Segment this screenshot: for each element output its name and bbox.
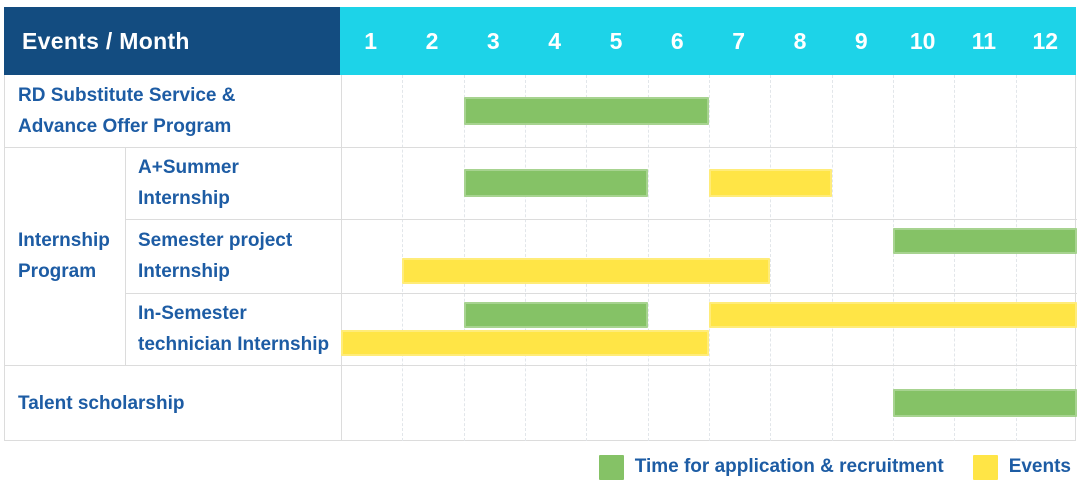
- group-sublabel-divider: [125, 147, 126, 365]
- row-label-line: technician Internship: [138, 334, 330, 355]
- month-header-9: 9: [854, 27, 868, 54]
- header-title: Events / Month: [4, 7, 340, 75]
- row-label-line: Internship: [138, 261, 230, 282]
- row-label-line: RD Substitute Service &: [18, 85, 236, 106]
- group-label-line: Internship: [18, 230, 110, 251]
- month-header-4: 4: [548, 27, 562, 54]
- row-separator: [5, 147, 1077, 148]
- table-header-row: Events / Month 1 2 3 4 5 6 7 8 9 10 11 12: [4, 7, 1076, 75]
- month-gridline: [954, 75, 955, 441]
- bars-region-semester-project-internship: [341, 219, 1077, 293]
- recruitment-bar: [464, 97, 709, 125]
- row-label-line: In-Semester: [138, 303, 247, 324]
- bars-region-a-plus-summer-internship: [341, 147, 1077, 219]
- label-months-divider: [341, 75, 342, 441]
- event-bar: [709, 302, 1077, 328]
- month-header-1: 1: [364, 27, 378, 54]
- legend-item-green: Time for application & recruitment: [598, 454, 944, 480]
- month-header-10: 10: [909, 27, 936, 54]
- events-month-table: Events / Month 1 2 3 4 5 6 7 8 9 10 11 12 Internshi…: [4, 7, 1077, 441]
- month-gridline: [893, 75, 894, 441]
- yellow-swatch-icon: [972, 454, 998, 480]
- month-header-2: 2: [425, 27, 439, 54]
- group-label-internship-program: Internship Program: [5, 147, 125, 365]
- legend-item-yellow: Events: [972, 454, 1071, 480]
- row-label-line: Internship: [138, 188, 230, 209]
- recruitment-bar: [893, 228, 1077, 254]
- month-header-11: 11: [971, 27, 997, 54]
- row-label-line: Advance Offer Program: [18, 116, 232, 137]
- recruitment-bar: [464, 169, 648, 197]
- row-label-rd-substitute-service: RD Substitute Service & Advance Offer Pro…: [5, 75, 341, 147]
- table-body: Internship Program RD Substitute Service &…: [4, 75, 1077, 441]
- recruitment-bar: [464, 302, 648, 328]
- legend-label: Events: [1008, 456, 1071, 477]
- row-separator: [5, 365, 1077, 366]
- legend-label: Time for application & recruitment: [634, 456, 944, 477]
- legend: Time for application & recruitment Events: [598, 452, 1071, 482]
- row-separator: [125, 219, 1077, 220]
- month-header-8: 8: [793, 27, 807, 54]
- month-header-12: 12: [1032, 27, 1059, 54]
- row-label-a-plus-summer-internship: A+Summer Internship: [125, 147, 341, 219]
- bars-region-talent-scholarship: [341, 365, 1077, 441]
- month-gridline: [832, 75, 833, 441]
- month-header-7: 7: [732, 27, 746, 54]
- month-gridline: [770, 75, 771, 441]
- event-bar: [402, 258, 770, 284]
- bars-region-in-semester-technician-internship: [341, 293, 1077, 365]
- row-label-line: A+Summer: [138, 157, 239, 178]
- month-gridline: [1016, 75, 1017, 441]
- row-label-line: Semester project: [138, 230, 293, 251]
- recruitment-bar: [893, 389, 1077, 417]
- row-label-talent-scholarship: Talent scholarship: [5, 365, 341, 441]
- group-label-line: Program: [18, 261, 97, 282]
- month-header-3: 3: [486, 27, 500, 54]
- row-label-in-semester-technician-internship: In-Semester technician Internship: [125, 293, 341, 365]
- row-label-line: Talent scholarship: [18, 392, 185, 414]
- row-label-semester-project-internship: Semester project Internship: [125, 219, 341, 293]
- month-header-5: 5: [609, 27, 623, 54]
- month-header-strip: 1 2 3 4 5 6 7 8 9 10 11 12: [340, 7, 1076, 75]
- event-bar: [709, 169, 832, 197]
- event-bar: [341, 330, 709, 356]
- bars-region-rd-substitute-service: [341, 75, 1077, 147]
- row-separator: [125, 293, 1077, 294]
- green-swatch-icon: [598, 454, 624, 480]
- month-header-6: 6: [670, 27, 684, 54]
